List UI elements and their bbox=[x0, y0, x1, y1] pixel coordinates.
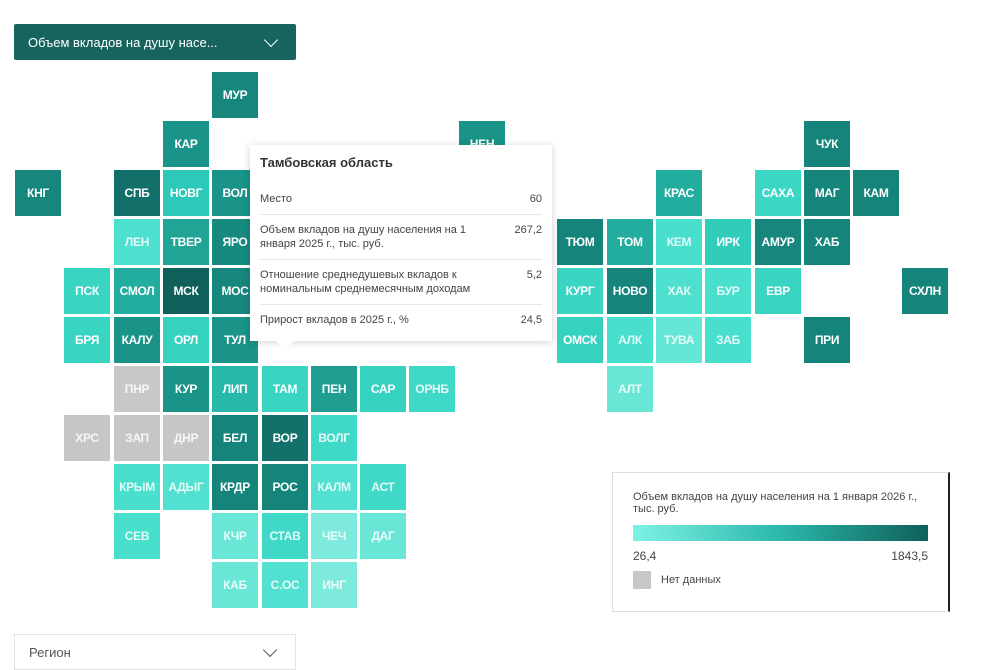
region-tile[interactable]: СМОЛ bbox=[114, 268, 160, 314]
region-tile[interactable]: ВОР bbox=[262, 415, 308, 461]
region-tile[interactable]: ПСК bbox=[64, 268, 110, 314]
region-tile[interactable]: АЛТ bbox=[607, 366, 653, 412]
no-data-label: Нет данных bbox=[661, 574, 721, 586]
region-tile[interactable]: КРЫМ bbox=[114, 464, 160, 510]
region-tile[interactable]: СПБ bbox=[114, 170, 160, 216]
region-tile[interactable]: ИРК bbox=[705, 219, 751, 265]
legend-min: 26,4 bbox=[633, 549, 657, 563]
region-tile[interactable]: ТАМ bbox=[262, 366, 308, 412]
tooltip-row: Место 60 bbox=[260, 184, 542, 215]
region-tile[interactable]: КРДР bbox=[212, 464, 258, 510]
legend-no-data: Нет данных bbox=[633, 571, 928, 589]
region-tile[interactable]: ЧЕЧ bbox=[311, 513, 357, 559]
region-tile[interactable]: ХАБ bbox=[804, 219, 850, 265]
region-tile[interactable]: ВОЛГ bbox=[311, 415, 357, 461]
region-tile[interactable]: КЧР bbox=[212, 513, 258, 559]
tooltip-value: 267,2 bbox=[514, 224, 542, 236]
region-tile[interactable]: ХРС bbox=[64, 415, 110, 461]
region-tile[interactable]: САР bbox=[360, 366, 406, 412]
region-tile[interactable]: ЧУК bbox=[804, 121, 850, 167]
tooltip-row: Объем вкладов на душу населения на 1 янв… bbox=[260, 215, 542, 260]
legend-gradient bbox=[633, 525, 928, 541]
tooltip-label: Прирост вкладов в 2025 г., % bbox=[260, 314, 409, 326]
no-data-swatch bbox=[633, 571, 651, 589]
region-tile[interactable]: АЛК bbox=[607, 317, 653, 363]
region-tooltip: Тамбовская область Место 60 Объем вкладов… bbox=[250, 145, 552, 349]
region-tile[interactable]: САХА bbox=[755, 170, 801, 216]
region-tile[interactable]: КАМ bbox=[853, 170, 899, 216]
region-tile[interactable]: ЕВР bbox=[755, 268, 801, 314]
legend-title: Объем вкладов на душу населения на 1 янв… bbox=[633, 491, 918, 515]
region-tile[interactable]: НОВО bbox=[607, 268, 653, 314]
indicator-dropdown-value: Объем вкладов на душу насе... bbox=[28, 34, 218, 50]
indicator-dropdown[interactable]: Объем вкладов на душу насе... bbox=[14, 24, 296, 60]
region-tile[interactable]: ОРЛ bbox=[163, 317, 209, 363]
region-tile[interactable]: МСК bbox=[163, 268, 209, 314]
tooltip-label: Объем вкладов на душу населения на 1 янв… bbox=[260, 224, 466, 250]
region-tile[interactable]: НОВГ bbox=[163, 170, 209, 216]
region-tile[interactable]: ТУВА bbox=[656, 317, 702, 363]
tooltip-value: 5,2 bbox=[526, 269, 542, 281]
region-tile[interactable]: КАР bbox=[163, 121, 209, 167]
region-tile[interactable]: КАБ bbox=[212, 562, 258, 608]
region-tile[interactable]: ЛИП bbox=[212, 366, 258, 412]
region-tile[interactable]: ТВЕР bbox=[163, 219, 209, 265]
region-tile[interactable]: КУР bbox=[163, 366, 209, 412]
region-tile[interactable]: ПЕН bbox=[311, 366, 357, 412]
region-tile[interactable]: ЗАБ bbox=[705, 317, 751, 363]
region-tile[interactable]: БУР bbox=[705, 268, 751, 314]
legend-max: 1843,5 bbox=[891, 549, 928, 563]
region-tile[interactable]: СТАВ bbox=[262, 513, 308, 559]
region-tile[interactable]: ПНР bbox=[114, 366, 160, 412]
region-dropdown[interactable]: Регион bbox=[14, 634, 296, 670]
region-tile[interactable]: КНГ bbox=[15, 170, 61, 216]
region-tile[interactable]: БРЯ bbox=[64, 317, 110, 363]
region-tile[interactable]: ТОМ bbox=[607, 219, 653, 265]
region-tile[interactable]: АМУР bbox=[755, 219, 801, 265]
tooltip-label: Отношение среднедушевых вкладов к номина… bbox=[260, 269, 471, 295]
legend: Объем вкладов на душу населения на 1 янв… bbox=[612, 472, 950, 612]
region-tile[interactable]: БЕЛ bbox=[212, 415, 258, 461]
tooltip-title: Тамбовская область bbox=[260, 155, 393, 170]
region-tile[interactable]: АДЫГ bbox=[163, 464, 209, 510]
region-tile[interactable]: С.ОС bbox=[262, 562, 308, 608]
region-tile[interactable]: ИНГ bbox=[311, 562, 357, 608]
tooltip-row: Прирост вкладов в 2025 г., % 24,5 bbox=[260, 305, 542, 335]
region-tile[interactable]: ДНР bbox=[163, 415, 209, 461]
region-tile[interactable]: КАЛУ bbox=[114, 317, 160, 363]
region-tile[interactable]: РОС bbox=[262, 464, 308, 510]
region-tile[interactable]: ХАК bbox=[656, 268, 702, 314]
region-tile[interactable]: КЕМ bbox=[656, 219, 702, 265]
region-tile[interactable]: ЛЕН bbox=[114, 219, 160, 265]
tooltip-value: 60 bbox=[529, 193, 542, 205]
region-tile[interactable]: ПРИ bbox=[804, 317, 850, 363]
chevron-down-icon bbox=[263, 32, 279, 47]
region-tile[interactable]: ДАГ bbox=[360, 513, 406, 559]
region-tile[interactable]: МАГ bbox=[804, 170, 850, 216]
chevron-down-icon bbox=[262, 642, 278, 657]
region-tile[interactable]: СХЛН bbox=[902, 268, 948, 314]
tooltip-value: 24,5 bbox=[520, 314, 542, 326]
region-tile[interactable]: КАЛМ bbox=[311, 464, 357, 510]
region-tile[interactable]: ЗАП bbox=[114, 415, 160, 461]
region-tile[interactable]: ОМСК bbox=[557, 317, 603, 363]
region-tile[interactable]: ОРНБ bbox=[409, 366, 455, 412]
region-tile[interactable]: АСТ bbox=[360, 464, 406, 510]
region-dropdown-placeholder: Регион bbox=[29, 644, 71, 660]
region-tile[interactable]: МУР bbox=[212, 72, 258, 118]
region-tile[interactable]: КУРГ bbox=[557, 268, 603, 314]
region-tile[interactable]: СЕВ bbox=[114, 513, 160, 559]
tooltip-label: Место bbox=[260, 193, 292, 205]
region-tile[interactable]: КРАС bbox=[656, 170, 702, 216]
region-tile[interactable]: ТЮМ bbox=[557, 219, 603, 265]
tooltip-row: Отношение среднедушевых вкладов к номина… bbox=[260, 260, 542, 305]
